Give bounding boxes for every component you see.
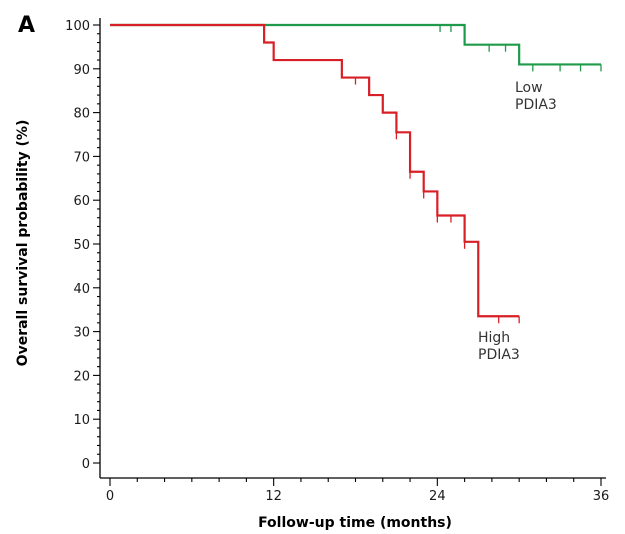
survival-curve	[110, 23, 601, 66]
y-tick-label: 70	[73, 150, 90, 165]
x-tick-label: 36	[593, 489, 610, 504]
series-label-line: PDIA3	[515, 97, 557, 113]
series-label: High PDIA3	[478, 330, 520, 363]
x-tick-label: 0	[106, 489, 114, 504]
y-tick-label: 90	[73, 63, 90, 78]
x-tick-label: 24	[429, 489, 446, 504]
series-label: Low PDIA3	[515, 80, 557, 113]
y-tick-label: 60	[73, 194, 90, 209]
y-tick-label: 100	[65, 19, 90, 34]
axes: 0 10 20 30 40 50 60 70 80 90 100 0 12 24 36	[65, 18, 609, 504]
y-tick-label: 80	[73, 107, 90, 122]
y-tick-label: 0	[82, 457, 90, 472]
y-tick-label: 30	[73, 326, 90, 341]
panel-label: A	[18, 13, 35, 38]
y-tick-label: 40	[73, 282, 90, 297]
series-label-line: Low	[515, 80, 543, 96]
y-tick-label: 20	[73, 369, 90, 384]
y-axis-title: Overall survival probability (%)	[15, 120, 31, 367]
survival-curve	[110, 23, 520, 318]
series-label-line: PDIA3	[478, 347, 520, 363]
series-label-line: High	[478, 330, 510, 346]
y-tick-label: 10	[73, 413, 90, 428]
x-tick-label: 12	[265, 489, 282, 504]
y-tick-label: 50	[73, 238, 90, 253]
x-axis-title: Follow-up time (months)	[258, 515, 452, 531]
